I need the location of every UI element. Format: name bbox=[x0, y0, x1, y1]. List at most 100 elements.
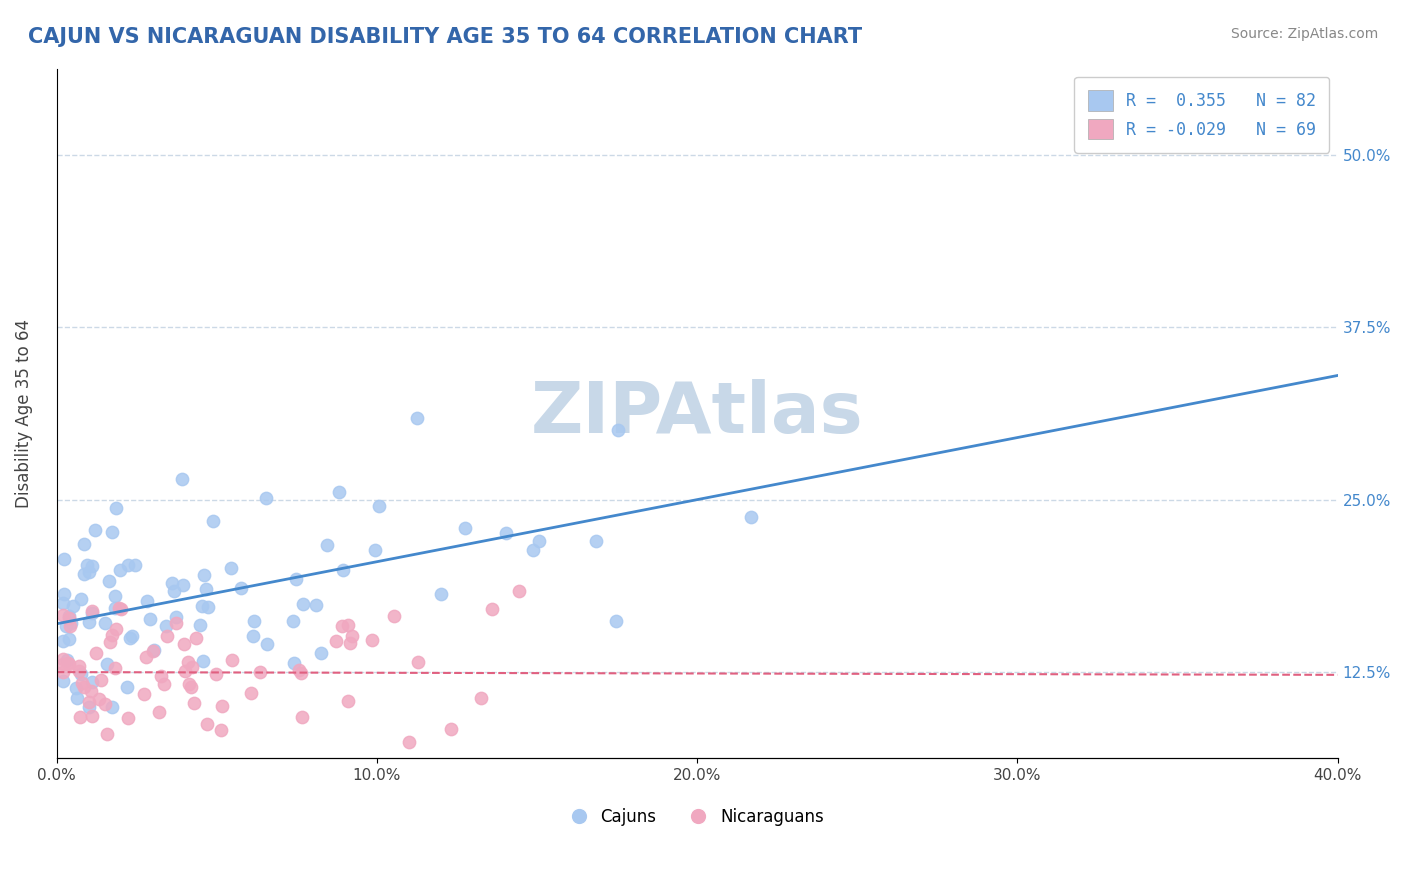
Point bbox=[118, 632, 141, 646]
Point bbox=[239, 686, 262, 700]
Point bbox=[163, 584, 186, 599]
Point bbox=[117, 681, 139, 695]
Point bbox=[254, 491, 277, 505]
Point bbox=[80, 683, 103, 698]
Point bbox=[67, 659, 90, 673]
Point bbox=[153, 677, 176, 691]
Point bbox=[495, 526, 517, 541]
Point bbox=[77, 565, 100, 579]
Text: Source: ZipAtlas.com: Source: ZipAtlas.com bbox=[1230, 27, 1378, 41]
Point bbox=[173, 637, 195, 651]
Point bbox=[149, 669, 172, 683]
Point bbox=[398, 734, 420, 748]
Point bbox=[69, 592, 91, 607]
Point bbox=[205, 666, 228, 681]
Point bbox=[249, 665, 271, 679]
Point bbox=[174, 664, 197, 678]
Point bbox=[96, 657, 118, 672]
Point bbox=[195, 582, 218, 597]
Point bbox=[242, 630, 264, 644]
Point bbox=[59, 619, 82, 633]
Point bbox=[191, 655, 214, 669]
Point bbox=[77, 695, 100, 709]
Point bbox=[138, 612, 160, 626]
Point bbox=[90, 673, 112, 688]
Point bbox=[104, 600, 127, 615]
Point bbox=[339, 635, 361, 649]
Point bbox=[70, 666, 93, 681]
Point bbox=[142, 643, 165, 657]
Point bbox=[52, 634, 75, 648]
Point bbox=[52, 665, 75, 679]
Point bbox=[188, 618, 211, 632]
Point bbox=[160, 576, 183, 591]
Point bbox=[430, 586, 453, 600]
Point bbox=[58, 608, 80, 623]
Point bbox=[58, 611, 80, 625]
Point bbox=[367, 499, 389, 513]
Point bbox=[70, 676, 93, 690]
Point bbox=[191, 599, 214, 614]
Point bbox=[80, 674, 103, 689]
Point bbox=[143, 642, 166, 657]
Point bbox=[332, 563, 354, 577]
Point bbox=[105, 501, 128, 516]
Point bbox=[93, 616, 115, 631]
Point bbox=[221, 653, 243, 667]
Point bbox=[165, 615, 187, 630]
Point bbox=[100, 628, 122, 642]
Point bbox=[585, 533, 607, 548]
Point bbox=[183, 696, 205, 710]
Point bbox=[605, 614, 627, 628]
Point bbox=[110, 601, 132, 615]
Point bbox=[231, 581, 253, 595]
Point bbox=[291, 597, 314, 611]
Point bbox=[82, 559, 104, 574]
Point bbox=[76, 558, 98, 572]
Point bbox=[80, 604, 103, 618]
Point bbox=[87, 691, 110, 706]
Point bbox=[52, 652, 75, 666]
Point bbox=[84, 646, 107, 660]
Point bbox=[197, 717, 219, 731]
Point bbox=[52, 674, 75, 689]
Point bbox=[79, 615, 101, 629]
Point bbox=[364, 542, 387, 557]
Point bbox=[82, 709, 104, 723]
Point bbox=[96, 727, 118, 741]
Point bbox=[52, 607, 75, 622]
Point bbox=[83, 523, 105, 537]
Point bbox=[58, 657, 80, 672]
Point bbox=[170, 472, 193, 486]
Point bbox=[165, 610, 187, 624]
Point bbox=[108, 563, 131, 577]
Point bbox=[62, 599, 84, 614]
Point bbox=[211, 698, 233, 713]
Point bbox=[454, 521, 477, 535]
Point bbox=[53, 587, 76, 601]
Point bbox=[60, 615, 83, 630]
Point bbox=[132, 687, 155, 701]
Text: ZIPAtlas: ZIPAtlas bbox=[531, 379, 863, 448]
Point bbox=[527, 533, 550, 548]
Point bbox=[283, 657, 305, 671]
Point bbox=[284, 572, 307, 586]
Point bbox=[201, 514, 224, 528]
Point bbox=[52, 596, 75, 610]
Point bbox=[179, 677, 201, 691]
Point bbox=[117, 558, 139, 573]
Point bbox=[406, 655, 429, 669]
Point bbox=[52, 657, 75, 671]
Point bbox=[98, 635, 121, 649]
Point bbox=[180, 680, 202, 694]
Point bbox=[98, 574, 121, 589]
Point bbox=[193, 568, 215, 582]
Point bbox=[470, 691, 492, 706]
Legend: Cajuns, Nicaraguans: Cajuns, Nicaraguans bbox=[564, 801, 831, 833]
Point bbox=[69, 710, 91, 724]
Point bbox=[73, 537, 96, 551]
Point bbox=[305, 598, 328, 612]
Point bbox=[155, 619, 177, 633]
Point bbox=[73, 566, 96, 581]
Point bbox=[67, 665, 90, 679]
